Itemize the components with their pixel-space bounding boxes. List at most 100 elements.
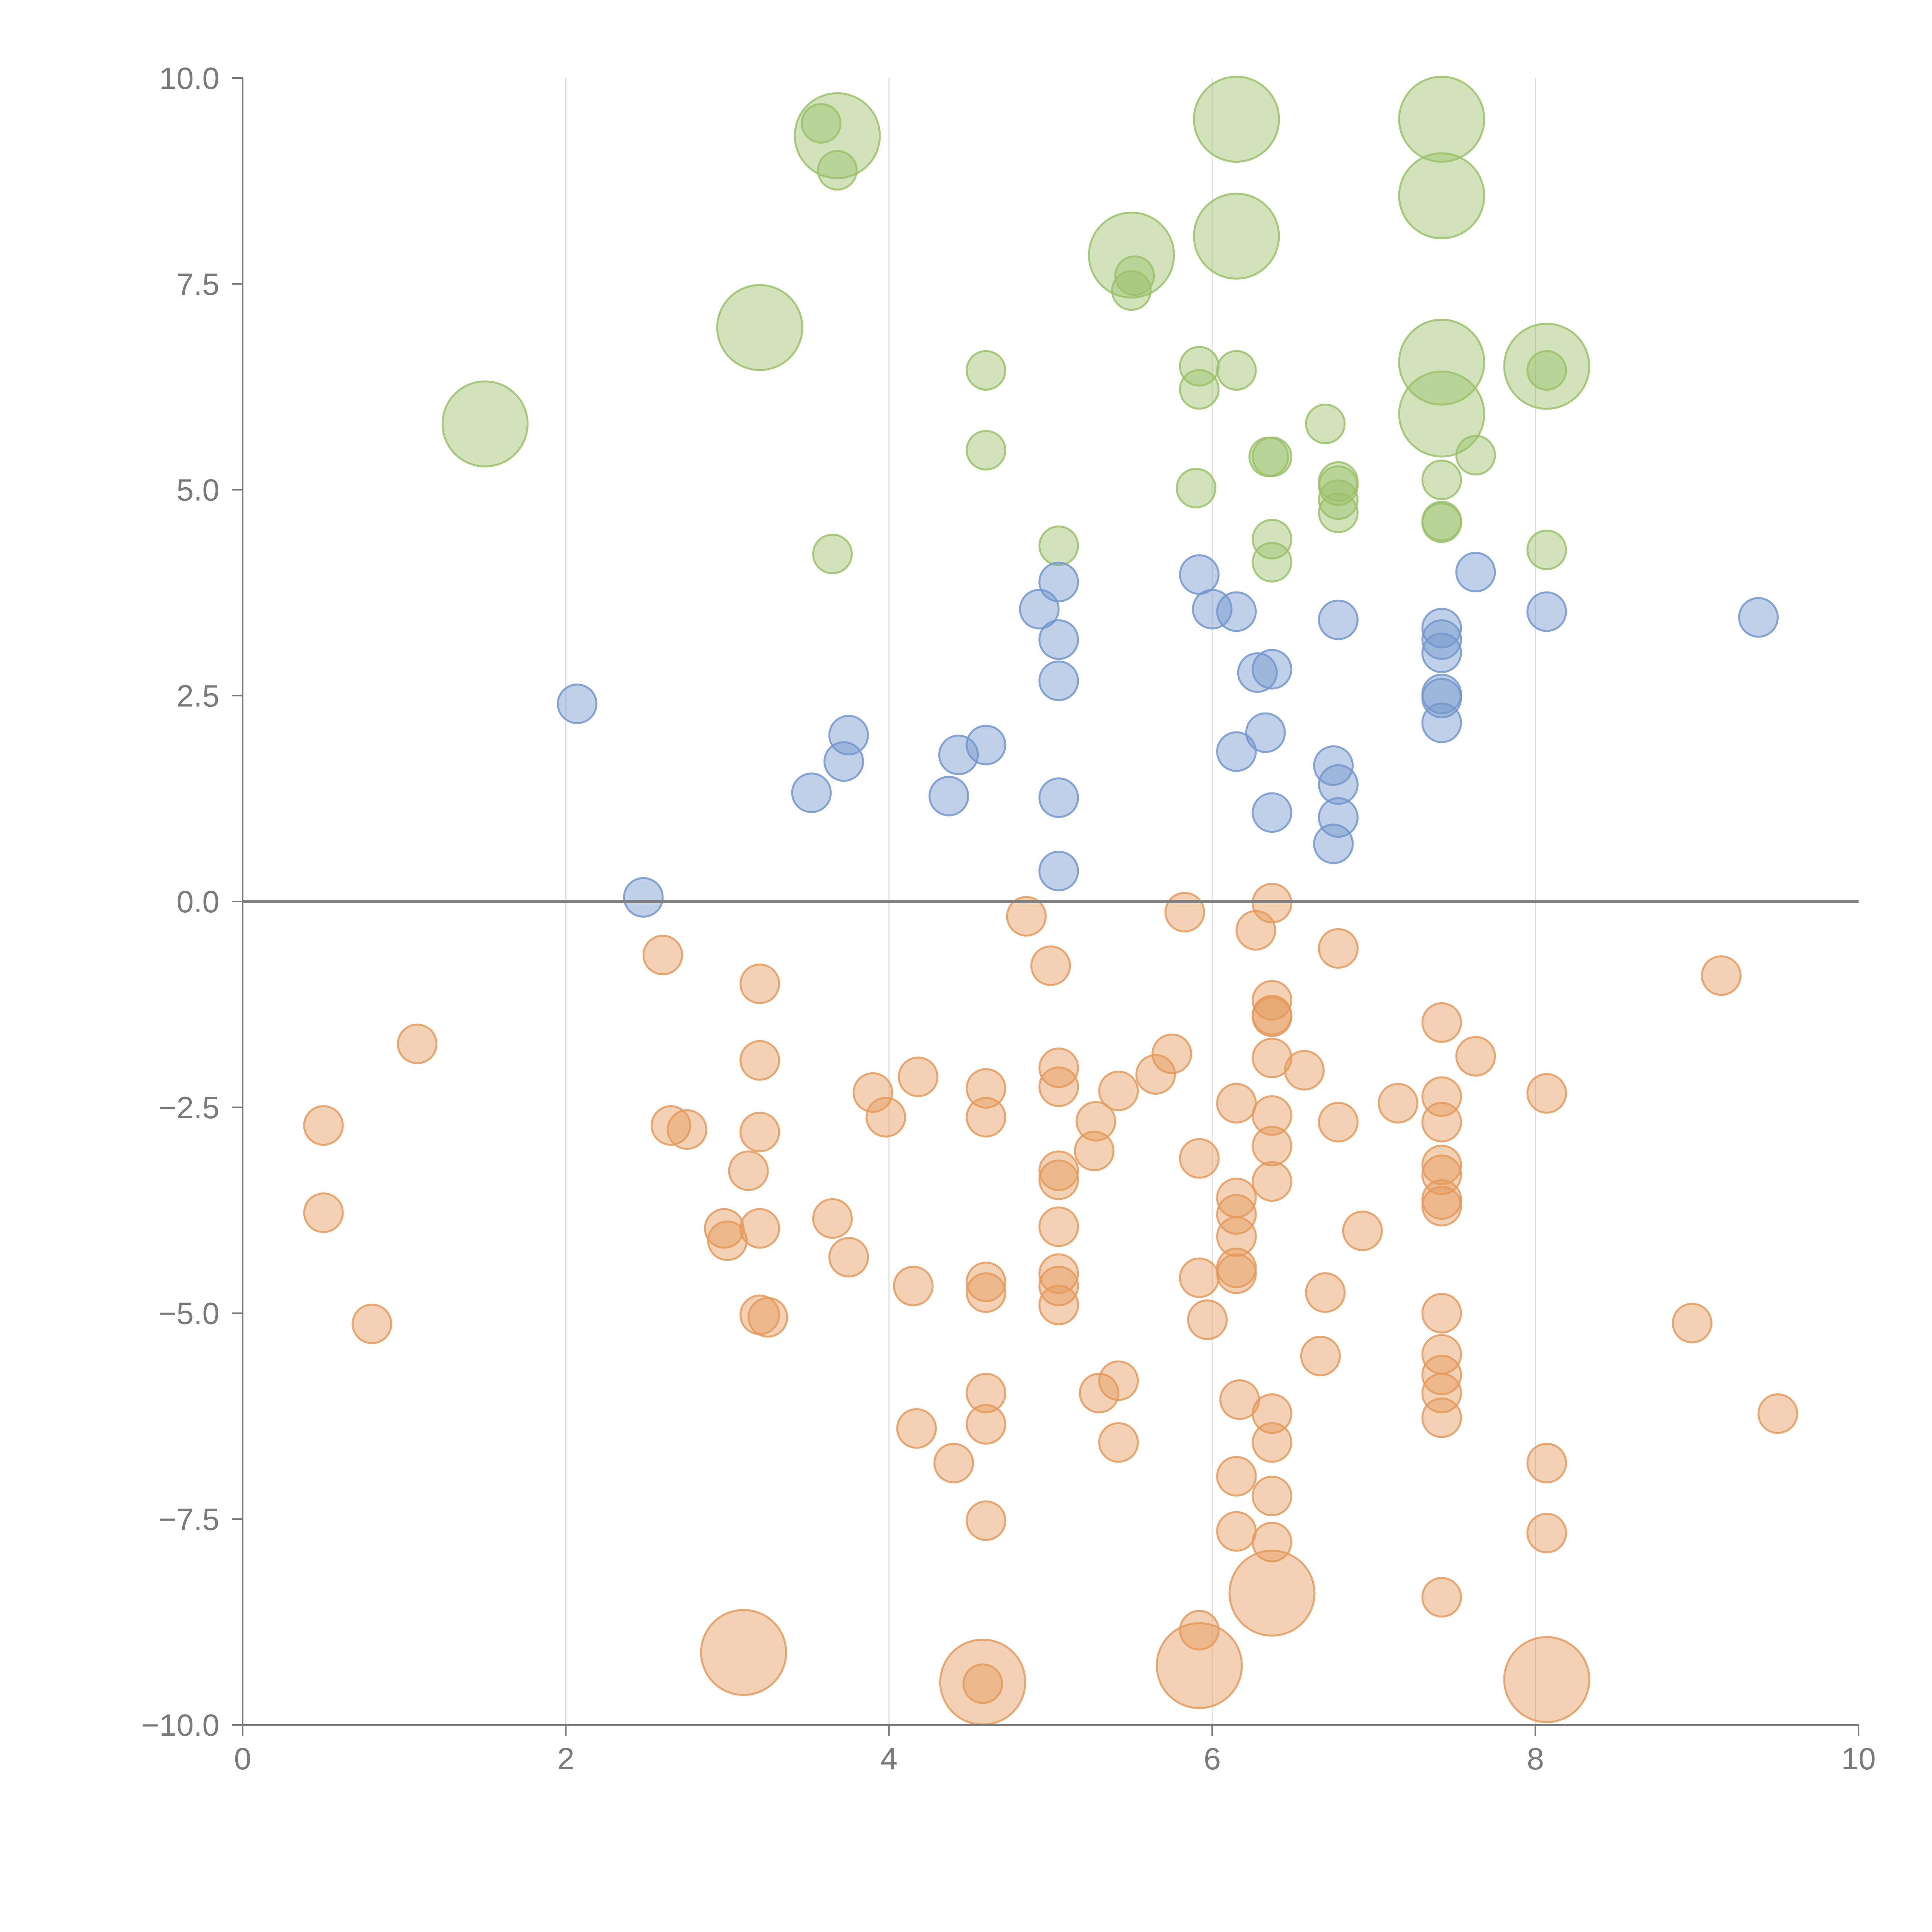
data-point-orange [1098,1360,1139,1401]
data-point-orange [1038,1150,1079,1191]
data-point-blue [1179,554,1220,595]
data-point-orange [739,1040,780,1081]
data-point-green [1398,318,1485,406]
data-point-green [1421,500,1462,541]
data-point-orange [650,1105,691,1146]
data-point-orange [1701,955,1742,996]
data-point-green [1252,519,1293,560]
data-point-orange [1216,1511,1257,1552]
data-point-green [1252,542,1293,583]
data-point-orange [1503,1636,1590,1723]
data-point-green [1526,350,1567,391]
y-tick-label: −2.5 [158,1090,219,1125]
y-tick-label: 7.5 [177,267,219,301]
y-tick-label: −7.5 [158,1502,219,1536]
data-point-green [1179,346,1220,387]
data-point-orange [1179,1610,1220,1651]
y-tick-label: −10.0 [141,1708,219,1742]
data-point-orange [962,1663,1003,1704]
data-point-orange [1342,1210,1383,1251]
data-point-green [1305,403,1346,444]
data-point-orange [812,1198,853,1239]
data-point-orange [966,1272,1007,1313]
data-point-blue [1421,702,1462,743]
data-point-blue [1421,678,1462,719]
data-point-orange [898,1056,939,1097]
data-point-green [1193,76,1280,163]
data-point-green [1114,255,1155,296]
data-point-orange [1030,945,1071,986]
data-point-orange [1526,1073,1567,1114]
data-point-orange [1421,1293,1462,1333]
data-point-orange [700,1609,787,1696]
data-point-green [1252,436,1293,477]
data-point-green [441,380,529,468]
data-point-orange [1421,1372,1462,1413]
data-point-green [1111,270,1152,311]
data-point-orange [1378,1083,1418,1124]
data-point-orange [707,1220,748,1261]
data-point-blue [828,715,869,756]
data-point-orange [1038,1159,1079,1200]
data-point-orange [1074,1131,1115,1172]
y-tick-label: 0.0 [177,884,219,919]
data-point-blue [1318,764,1359,805]
data-point-green [812,534,853,575]
data-point-blue [557,684,598,724]
data-point-orange [1038,1253,1079,1294]
data-point-green [794,92,881,179]
data-point-blue [1245,712,1286,753]
data-point-orange [303,1192,344,1233]
data-point-orange [1252,1161,1293,1202]
data-point-orange [1455,1036,1496,1077]
data-point-green [817,150,858,191]
data-point-blue [1313,823,1354,864]
data-point-orange [893,1265,934,1306]
data-point-orange [1078,1372,1119,1413]
data-point-blue [1038,850,1079,891]
data-point-orange [1300,1335,1341,1376]
y-tick-label: −5.0 [158,1296,219,1331]
data-point-orange [1318,928,1359,969]
data-point-orange [896,1408,937,1449]
data-point-orange [966,1262,1007,1303]
data-point-orange [1421,1154,1462,1195]
data-point-orange [966,1068,1007,1109]
data-point-orange [642,935,683,976]
data-point-orange [747,1297,788,1338]
data-point-blue [1318,797,1359,838]
data-point-orange [1757,1393,1798,1434]
data-point-orange [397,1024,438,1065]
data-point-green [1526,529,1567,570]
data-point-orange [1421,1145,1462,1185]
data-point-orange [966,1404,1007,1445]
data-point-green [966,350,1007,391]
data-point-orange [1252,1126,1293,1167]
data-point-orange [966,1372,1007,1413]
data-point-green [1398,370,1485,457]
data-point-blue [791,772,832,813]
data-point-orange [1252,1476,1293,1517]
x-tick-label: 8 [1527,1742,1544,1776]
data-point-green [1398,152,1485,240]
data-point-orange [1421,1102,1462,1143]
data-point-orange [667,1109,707,1150]
data-point-orange [739,1208,780,1249]
data-point-orange [1038,1066,1079,1107]
data-point-blue [1421,608,1462,649]
x-tick-label: 0 [234,1742,252,1776]
data-point-green [1503,323,1590,410]
data-point-blue [966,724,1007,765]
data-point-green [1455,435,1496,476]
data-point-orange [352,1303,393,1344]
data-point-orange [739,963,780,1004]
data-point-green [1318,461,1359,502]
data-point-green [1216,350,1257,391]
data-point-orange [1006,896,1047,937]
x-tick-label: 2 [557,1742,575,1776]
data-point-orange [1135,1054,1176,1095]
data-point-blue [1318,599,1359,640]
data-point-green [1088,211,1175,299]
data-point-green [1038,525,1079,566]
data-point-orange [1187,1299,1228,1340]
